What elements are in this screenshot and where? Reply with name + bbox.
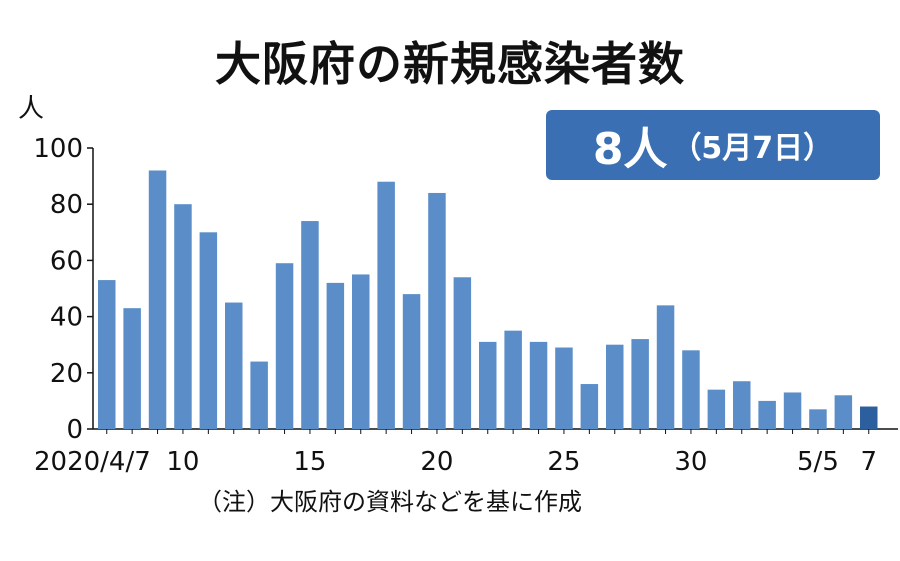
bar bbox=[529, 341, 548, 429]
source-note: （注）大阪府の資料などを基に作成 bbox=[198, 488, 582, 516]
x-tick-label: 5/5 bbox=[797, 447, 839, 477]
y-tick-label: 100 bbox=[33, 134, 83, 164]
bar bbox=[250, 361, 268, 429]
bar bbox=[758, 400, 776, 429]
bar bbox=[377, 181, 395, 429]
bar bbox=[707, 389, 726, 429]
bar bbox=[809, 409, 827, 429]
bar bbox=[834, 395, 853, 429]
bar bbox=[275, 263, 294, 429]
bar bbox=[682, 350, 700, 429]
y-tick-label: 60 bbox=[50, 246, 83, 276]
bar bbox=[123, 308, 141, 429]
bar bbox=[326, 282, 345, 429]
bar bbox=[504, 330, 522, 429]
bar bbox=[225, 302, 243, 429]
bar bbox=[631, 339, 649, 429]
badge-date: （5月7日） bbox=[671, 131, 834, 166]
x-tick-label: 2020/4/7 bbox=[34, 447, 151, 477]
bar bbox=[580, 384, 599, 429]
x-tick-label: 30 bbox=[674, 447, 707, 477]
bar bbox=[98, 280, 116, 429]
x-tick-label: 15 bbox=[293, 447, 326, 477]
bar bbox=[606, 344, 624, 429]
bar bbox=[148, 170, 167, 430]
bar bbox=[555, 347, 573, 429]
bar bbox=[352, 274, 370, 429]
bar-plot: 0 20 40 60 80 100 2020/4/7 10 15 20 25 30 5/5 7 bbox=[33, 134, 898, 477]
x-tick-label: 10 bbox=[166, 447, 199, 477]
y-tick-label: 20 bbox=[50, 359, 83, 389]
bar bbox=[783, 392, 802, 429]
bar bbox=[301, 221, 319, 429]
x-tick-label: 25 bbox=[547, 447, 580, 477]
y-tick-label: 40 bbox=[50, 303, 83, 333]
bar bbox=[402, 294, 421, 429]
bar bbox=[174, 204, 192, 429]
y-tick-label: 0 bbox=[66, 415, 83, 445]
bar bbox=[199, 232, 218, 429]
y-tick-label: 80 bbox=[50, 190, 83, 220]
x-tick-label: 7 bbox=[860, 447, 877, 477]
bar bbox=[479, 341, 497, 429]
badge-value: 8人 bbox=[592, 124, 668, 175]
chart-title: 大阪府の新規感染者数 bbox=[215, 37, 685, 91]
bar bbox=[860, 406, 878, 429]
latest-count-badge: 8人 （5月7日） bbox=[546, 110, 880, 180]
x-tick-label: 20 bbox=[420, 447, 453, 477]
bar bbox=[656, 305, 675, 429]
y-axis-unit: 人 bbox=[18, 94, 45, 124]
bar bbox=[733, 381, 751, 429]
bar bbox=[428, 192, 446, 429]
bar bbox=[453, 277, 472, 429]
